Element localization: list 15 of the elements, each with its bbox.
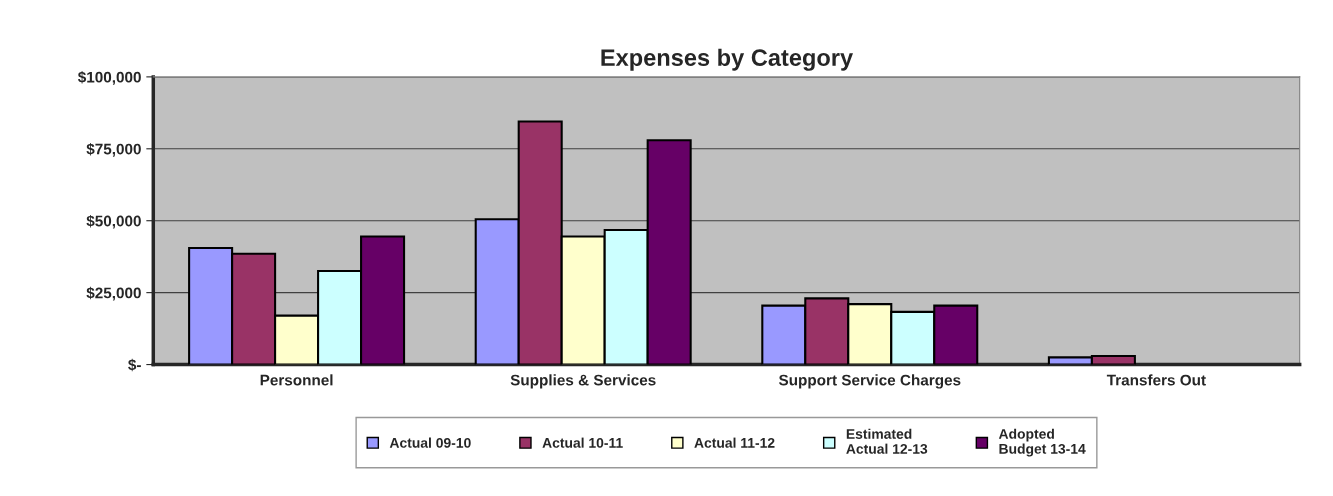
legend-label: Estimated Actual 12-13 <box>846 428 928 454</box>
y-tick-label: $75,000 <box>86 143 141 157</box>
y-tick-label: $50,000 <box>86 214 141 229</box>
y-tick-label: $25,000 <box>86 286 141 301</box>
chart-title: Expenses by Category <box>601 48 853 71</box>
legend-label: Actual 10-11 <box>542 437 623 448</box>
legend-label: Actual 09-10 <box>389 437 471 448</box>
x-tick-label: Personnel <box>260 374 333 386</box>
legend-label: Adopted Budget 13-14 <box>998 428 1086 457</box>
x-tick-label: Transfers Out <box>1106 374 1206 386</box>
y-tick-label: $- <box>128 358 141 372</box>
y-tick-label: $100,000 <box>77 71 141 85</box>
x-tick-label: Supplies & Services <box>510 374 656 389</box>
x-tick-label: Support Service Charges <box>778 374 961 389</box>
legend-label: Actual 11-12 <box>694 437 775 448</box>
